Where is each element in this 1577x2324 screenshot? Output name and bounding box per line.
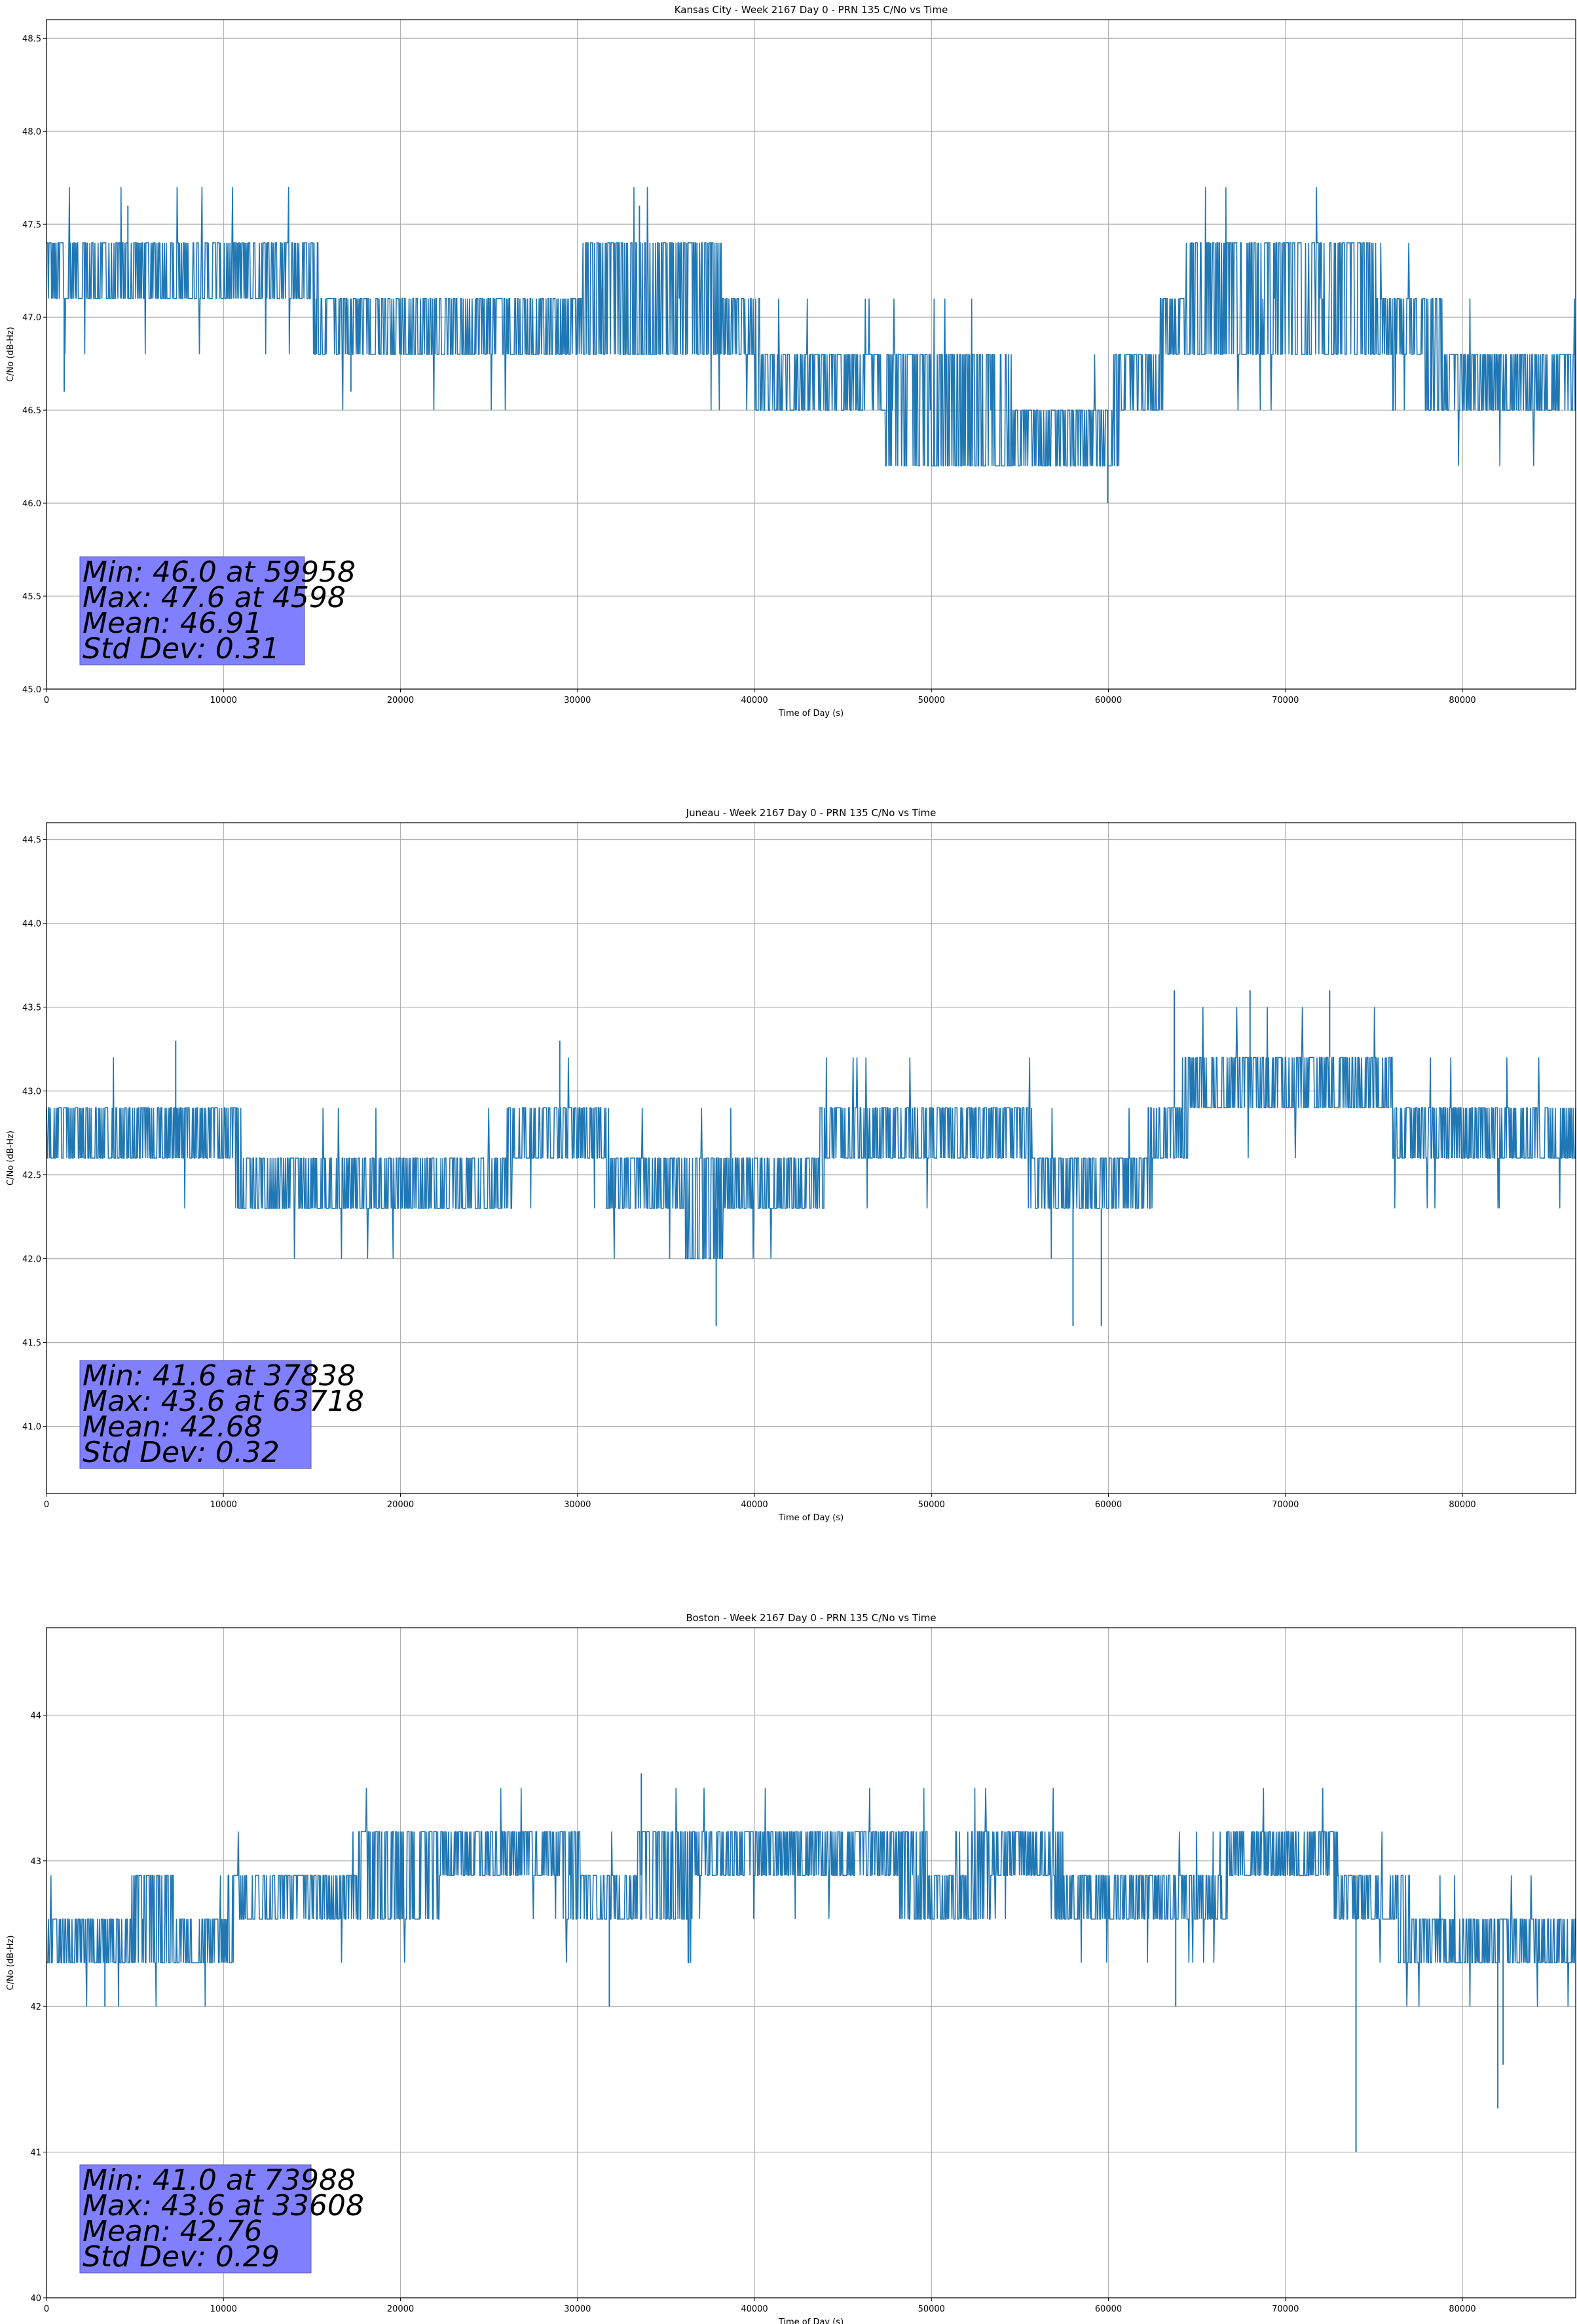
x-tick-label: 20000 <box>387 696 414 705</box>
x-tick-label: 80000 <box>1449 2304 1475 2314</box>
x-tick-label: 40000 <box>741 2304 768 2314</box>
stat-line: Mean: 42.76 <box>83 2215 263 2248</box>
stats-box-background <box>79 556 305 665</box>
x-tick-label: 80000 <box>1449 696 1475 705</box>
y-tick-label: 41 <box>30 2148 41 2158</box>
x-tick-label: 30000 <box>564 696 591 705</box>
y-tick-label: 43 <box>30 1857 41 1867</box>
y-tick-label: 44 <box>30 1711 41 1721</box>
y-tick-label: 42.0 <box>22 1255 41 1265</box>
x-axis-label: Time of Day (s) <box>778 709 844 719</box>
y-tick-label: 43.0 <box>22 1087 41 1097</box>
axes-frame <box>46 822 1576 1494</box>
y-axis-label: C/No (dB-Hz) <box>6 327 16 382</box>
stat-line: Std Dev: 0.29 <box>83 2240 280 2274</box>
x-tick-label: 70000 <box>1272 2304 1299 2314</box>
chart-title: Juneau - Week 2167 Day 0 - PRN 135 C/No … <box>686 807 937 819</box>
x-tick-label: 40000 <box>741 696 768 705</box>
stat-line: Max: 43.6 at 63718 <box>83 1385 364 1418</box>
stat-line: Std Dev: 0.31 <box>83 632 280 665</box>
x-axis-label: Time of Day (s) <box>778 1513 844 1523</box>
y-axis-label: C/No (dB-Hz) <box>6 1936 16 1991</box>
y-tick-label: 40 <box>30 2294 41 2304</box>
y-tick-label: 43.5 <box>22 1003 41 1013</box>
x-tick-label: 70000 <box>1272 696 1299 705</box>
stat-line: Mean: 46.91 <box>83 607 263 640</box>
x-tick-label: 10000 <box>210 2304 237 2314</box>
axes-frame <box>46 1627 1576 2298</box>
stat-line: Min: 41.6 at 37838 <box>83 1359 356 1393</box>
y-tick-label: 48.5 <box>22 34 41 44</box>
y-tick-label: 42 <box>30 2002 41 2012</box>
x-tick-label: 70000 <box>1272 1500 1299 1510</box>
stat-line: Max: 47.6 at 4598 <box>83 581 346 614</box>
y-tick-label: 47.5 <box>22 220 41 230</box>
x-tick-label: 0 <box>44 1500 49 1510</box>
signal-trace <box>46 187 1576 467</box>
x-tick-label: 50000 <box>918 2304 945 2314</box>
stats-box-background <box>79 1360 312 1469</box>
x-tick-label: 40000 <box>741 1500 768 1510</box>
x-tick-label: 80000 <box>1449 1500 1475 1510</box>
y-tick-label: 41.5 <box>22 1339 41 1349</box>
y-axis-label: C/No (dB-Hz) <box>6 1131 16 1186</box>
y-tick-label: 44.0 <box>22 920 41 929</box>
stat-line: Min: 41.0 at 73988 <box>83 2164 356 2197</box>
stat-line: Mean: 42.68 <box>83 1410 263 1444</box>
stat-line: Max: 43.6 at 33608 <box>83 2189 364 2222</box>
y-tick-label: 46.5 <box>22 406 41 416</box>
x-tick-label: 60000 <box>1095 2304 1122 2314</box>
chart-kansas-city: 0 10000 20000 30000 40000 50000 60000 70000 8000… <box>6 4 1576 719</box>
y-tick-label: 42.5 <box>22 1171 41 1181</box>
x-tick-label: 10000 <box>210 1500 237 1510</box>
stat-line: Min: 46.0 at 59958 <box>83 555 356 589</box>
axes-frame <box>46 19 1576 690</box>
stat-line: Std Dev: 0.32 <box>83 1436 280 1469</box>
x-axis-label: Time of Day (s) <box>778 2317 844 2324</box>
x-tick-label: 50000 <box>918 1500 945 1510</box>
stats-box-background <box>79 2164 312 2274</box>
x-tick-label: 50000 <box>918 696 945 705</box>
y-tick-label: 45.5 <box>22 592 41 602</box>
chart-boston: 0 10000 20000 30000 40000 50000 60000 70000 8000… <box>6 1612 1576 2324</box>
x-tick-label: 60000 <box>1095 696 1122 705</box>
y-tick-label: 48.0 <box>22 127 41 137</box>
x-tick-label: 10000 <box>210 696 237 705</box>
chart-title: Kansas City - Week 2167 Day 0 - PRN 135 … <box>675 4 948 16</box>
x-tick-label: 30000 <box>564 1500 591 1510</box>
x-tick-label: 0 <box>44 2304 49 2314</box>
chart-title: Boston - Week 2167 Day 0 - PRN 135 C/No … <box>686 1612 936 1624</box>
y-tick-label: 41.0 <box>22 1423 41 1433</box>
x-tick-label: 30000 <box>564 2304 591 2314</box>
signal-trace <box>46 1007 1576 1260</box>
signal-trace <box>46 1788 1576 2007</box>
y-tick-label: 44.5 <box>22 836 41 846</box>
chart-juneau: 0 10000 20000 30000 40000 50000 60000 70000 8000… <box>6 807 1576 1523</box>
x-tick-label: 20000 <box>387 1500 414 1510</box>
x-tick-label: 0 <box>44 696 49 705</box>
y-tick-label: 45.0 <box>22 685 41 695</box>
y-tick-label: 46.0 <box>22 499 41 509</box>
y-tick-label: 47.0 <box>22 313 41 323</box>
x-tick-label: 20000 <box>387 2304 414 2314</box>
x-tick-label: 60000 <box>1095 1500 1122 1510</box>
